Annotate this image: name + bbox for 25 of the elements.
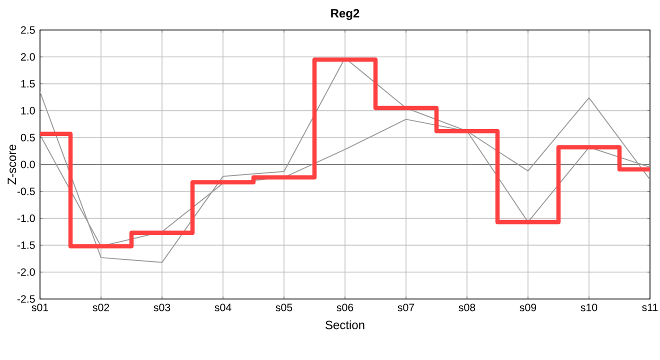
x-tick-label: s08 [458, 304, 476, 312]
x-tick-label: s10 [580, 304, 598, 312]
y-tick-label: -2.5 [17, 295, 35, 303]
y-tick-label: -1.5 [17, 241, 35, 249]
x-tick-label: s07 [398, 304, 414, 312]
x-tick-label: s03 [154, 304, 170, 312]
y-tick-label: 0.5 [20, 134, 35, 142]
y-tick-label: 1.0 [21, 106, 35, 114]
x-tick-label: s04 [214, 304, 232, 312]
x-tick-label: s05 [276, 304, 292, 312]
y-tick-label: -1.0 [17, 214, 35, 222]
y-tick-label: 1.5 [21, 80, 35, 88]
y-tick-label: 2.0 [21, 53, 35, 61]
x-axis-title: Section [326, 320, 364, 330]
x-tick-label: s06 [336, 304, 354, 312]
y-tick-label: -2.0 [17, 268, 35, 276]
x-tick-label: s01 [32, 304, 48, 312]
y-axis-title: Z-score [8, 144, 16, 184]
y-tick-label: -0.5 [17, 188, 35, 196]
y-tick-label: 2.5 [21, 26, 35, 34]
chart-title: Reg2 [331, 9, 360, 20]
x-tick-label: s02 [92, 304, 110, 312]
y-tick-label: 0.0 [20, 160, 35, 168]
x-tick-label: s09 [520, 304, 536, 312]
x-tick-label: s11 [642, 304, 658, 312]
